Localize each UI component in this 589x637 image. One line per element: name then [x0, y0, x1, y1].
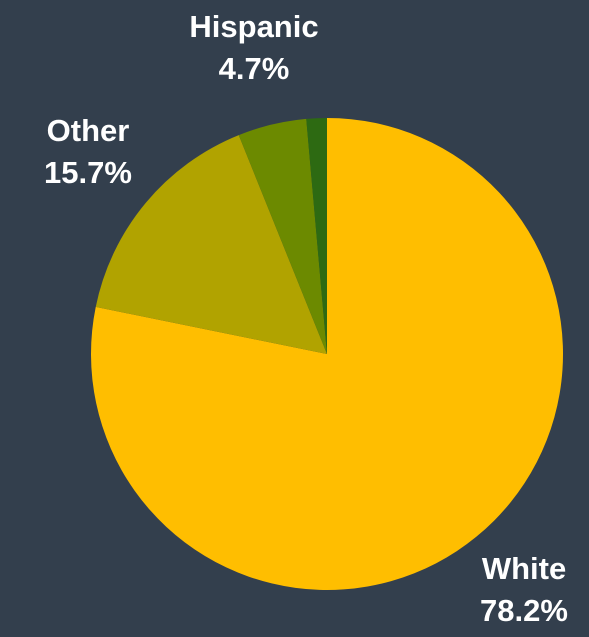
label-hispanic-name: Hispanic: [189, 9, 319, 44]
label-white-name: White: [481, 551, 567, 586]
pie-slice-hispanic: [238, 118, 327, 354]
label-white-value: 78.2%: [480, 593, 568, 628]
pie-slice-other: [95, 135, 327, 354]
pie-slice-small: [306, 118, 327, 354]
label-other-name: Other: [46, 113, 130, 148]
label-other-value: 15.7%: [44, 155, 132, 190]
label-hispanic: Hispanic 4.7%: [178, 6, 330, 90]
label-hispanic-value: 4.7%: [218, 51, 290, 86]
label-white: White 78.2%: [472, 548, 576, 632]
label-other: Other 15.7%: [34, 110, 142, 194]
